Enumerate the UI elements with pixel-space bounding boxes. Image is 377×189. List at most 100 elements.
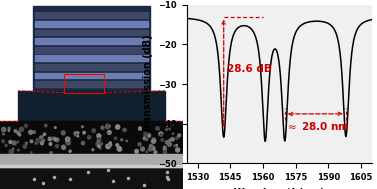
Circle shape xyxy=(163,150,167,154)
Circle shape xyxy=(108,143,112,147)
Circle shape xyxy=(109,142,112,144)
Circle shape xyxy=(178,149,179,150)
Bar xyxy=(35,21,148,27)
Circle shape xyxy=(106,144,110,149)
Circle shape xyxy=(167,141,170,145)
Bar xyxy=(0,121,183,189)
Circle shape xyxy=(77,136,78,137)
Circle shape xyxy=(40,136,41,138)
Circle shape xyxy=(117,147,122,151)
Circle shape xyxy=(98,145,100,148)
Circle shape xyxy=(54,138,57,141)
Circle shape xyxy=(41,136,43,138)
Circle shape xyxy=(176,144,178,146)
Circle shape xyxy=(69,150,71,152)
Circle shape xyxy=(166,141,169,144)
Circle shape xyxy=(48,137,52,141)
Circle shape xyxy=(9,141,12,143)
Circle shape xyxy=(106,124,110,129)
Circle shape xyxy=(31,152,32,153)
Circle shape xyxy=(83,131,85,134)
Circle shape xyxy=(141,147,144,151)
Circle shape xyxy=(18,149,19,151)
Circle shape xyxy=(9,149,14,154)
Circle shape xyxy=(152,138,156,142)
Circle shape xyxy=(152,139,156,143)
Circle shape xyxy=(67,138,70,141)
Circle shape xyxy=(174,145,176,147)
Bar xyxy=(64,74,104,93)
Bar xyxy=(35,64,148,70)
Circle shape xyxy=(55,138,59,142)
Circle shape xyxy=(23,145,26,148)
Circle shape xyxy=(2,140,5,143)
Circle shape xyxy=(159,132,163,136)
Circle shape xyxy=(61,131,65,135)
Circle shape xyxy=(52,137,55,140)
Circle shape xyxy=(92,129,95,132)
Circle shape xyxy=(143,137,146,140)
Circle shape xyxy=(169,139,170,140)
Circle shape xyxy=(92,149,94,151)
Circle shape xyxy=(30,140,33,143)
Circle shape xyxy=(164,146,166,149)
Circle shape xyxy=(138,143,141,146)
Circle shape xyxy=(66,137,70,142)
Circle shape xyxy=(138,127,142,130)
Circle shape xyxy=(20,127,24,131)
Bar xyxy=(35,73,148,78)
Y-axis label: Transmission (dB): Transmission (dB) xyxy=(143,35,153,133)
Circle shape xyxy=(123,128,126,132)
Bar xyxy=(0,154,183,167)
Bar xyxy=(0,167,183,189)
Circle shape xyxy=(160,134,162,136)
Circle shape xyxy=(101,126,104,129)
Bar xyxy=(33,6,150,94)
Circle shape xyxy=(2,127,6,132)
Circle shape xyxy=(43,133,46,136)
Circle shape xyxy=(54,127,56,129)
Bar xyxy=(35,81,148,87)
X-axis label: Wavelength(nm): Wavelength(nm) xyxy=(233,188,325,189)
Circle shape xyxy=(148,135,150,137)
Circle shape xyxy=(50,152,52,154)
Circle shape xyxy=(36,139,38,140)
Circle shape xyxy=(49,143,52,145)
Circle shape xyxy=(18,134,21,136)
Circle shape xyxy=(135,149,138,153)
Circle shape xyxy=(145,138,147,140)
Circle shape xyxy=(97,141,100,143)
Circle shape xyxy=(97,138,101,142)
Circle shape xyxy=(148,148,150,150)
Circle shape xyxy=(8,130,9,131)
Circle shape xyxy=(66,140,67,142)
Circle shape xyxy=(13,148,14,149)
Circle shape xyxy=(17,132,20,134)
Circle shape xyxy=(147,133,150,137)
Bar xyxy=(0,165,183,167)
Circle shape xyxy=(109,125,110,127)
Circle shape xyxy=(81,141,84,145)
Circle shape xyxy=(116,125,120,129)
Circle shape xyxy=(126,140,127,142)
Circle shape xyxy=(172,133,174,134)
Circle shape xyxy=(87,136,91,139)
Circle shape xyxy=(25,142,28,144)
Circle shape xyxy=(98,143,101,147)
Text: $\approx$ 28.0 nm: $\approx$ 28.0 nm xyxy=(285,120,350,132)
Circle shape xyxy=(17,141,18,143)
Bar xyxy=(35,30,148,35)
Circle shape xyxy=(61,145,66,149)
Bar xyxy=(35,12,148,18)
Circle shape xyxy=(143,132,147,135)
Circle shape xyxy=(114,137,117,139)
Circle shape xyxy=(161,139,164,141)
Circle shape xyxy=(25,124,28,127)
Circle shape xyxy=(149,144,153,148)
Circle shape xyxy=(163,148,166,151)
Circle shape xyxy=(8,127,10,129)
Circle shape xyxy=(167,125,168,126)
Circle shape xyxy=(176,136,178,139)
Circle shape xyxy=(5,144,7,146)
Circle shape xyxy=(101,143,102,144)
